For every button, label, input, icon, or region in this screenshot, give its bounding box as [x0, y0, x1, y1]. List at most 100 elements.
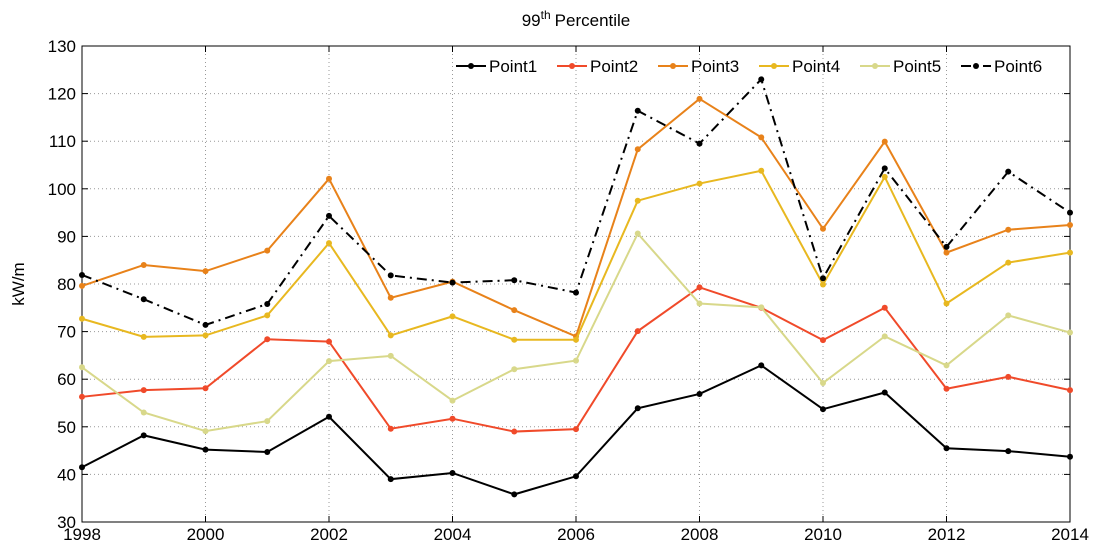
data-point [140, 261, 147, 268]
data-point [140, 387, 147, 394]
data-point [1067, 221, 1073, 228]
data-point [696, 390, 703, 397]
data-point [79, 364, 85, 371]
data-point [202, 321, 209, 328]
y-tick-label: 80 [57, 275, 76, 294]
legend-marker [670, 63, 676, 69]
data-point [511, 277, 518, 284]
data-point [943, 385, 950, 392]
y-tick-label: 40 [57, 465, 76, 484]
data-point [943, 445, 950, 452]
data-point [758, 76, 765, 83]
data-point [264, 247, 271, 254]
x-tick-label: 2004 [434, 525, 472, 544]
data-point [511, 307, 518, 314]
data-point [943, 300, 950, 307]
legend-marker [872, 63, 878, 69]
data-point [449, 397, 456, 404]
data-point [758, 134, 765, 141]
title-superscript: th [541, 8, 551, 22]
y-tick-label: 50 [57, 418, 76, 437]
data-point [634, 328, 641, 335]
legend-marker [569, 63, 575, 69]
legend-label: Point5 [893, 57, 941, 76]
data-point [820, 406, 826, 413]
data-point [1067, 387, 1073, 394]
y-tick-label: 100 [48, 180, 76, 199]
data-point [264, 449, 271, 456]
data-point [1067, 453, 1073, 460]
title-text: Percentile [555, 11, 631, 30]
data-point [387, 332, 394, 339]
data-point [449, 279, 456, 286]
data-point [634, 107, 641, 114]
data-point [634, 146, 641, 153]
data-point [326, 413, 332, 420]
data-point [820, 225, 826, 232]
y-tick-label: 110 [49, 132, 76, 151]
data-point [1005, 448, 1012, 455]
data-point [264, 300, 271, 307]
x-tick-label: 2012 [928, 525, 966, 544]
legend-marker [973, 63, 979, 69]
data-point [449, 415, 456, 422]
data-point [264, 336, 271, 343]
data-point [696, 300, 703, 307]
data-point [881, 173, 888, 180]
y-tick-label: 120 [48, 85, 76, 104]
data-point [202, 428, 209, 435]
data-point [140, 432, 147, 439]
data-point [881, 389, 888, 396]
data-point [1005, 373, 1012, 380]
data-point [573, 336, 579, 343]
data-point [79, 315, 85, 322]
title-number: 99 [522, 11, 541, 30]
data-point [449, 469, 456, 476]
data-point [573, 357, 579, 364]
data-point [573, 426, 579, 433]
data-point [202, 332, 209, 339]
data-point [696, 140, 703, 147]
x-tick-label: 2002 [310, 525, 348, 544]
data-point [573, 289, 579, 296]
legend-marker [771, 63, 777, 69]
x-tick-label: 2008 [681, 525, 719, 544]
data-point [1067, 249, 1073, 256]
data-point [1005, 168, 1012, 175]
data-point [758, 167, 765, 174]
data-point [79, 271, 85, 278]
y-tick-label: 90 [57, 227, 76, 246]
data-point [881, 138, 888, 145]
data-point [634, 405, 641, 412]
data-point [264, 418, 271, 425]
data-point [202, 385, 209, 392]
data-point [1005, 226, 1012, 233]
data-point [511, 491, 518, 498]
data-point [387, 352, 394, 359]
data-point [696, 284, 703, 291]
legend-label: Point1 [489, 57, 537, 76]
y-tick-label: 130 [48, 37, 76, 56]
data-point [696, 180, 703, 187]
y-tick-label: 30 [57, 513, 76, 532]
data-point [1005, 312, 1012, 319]
data-point [264, 312, 271, 319]
data-point [1067, 329, 1073, 336]
y-tick-label: 70 [57, 323, 76, 342]
data-point [943, 362, 950, 369]
y-tick-label: 60 [57, 370, 76, 389]
data-point [511, 366, 518, 373]
data-point [758, 304, 765, 311]
data-point [943, 243, 950, 250]
data-point [820, 281, 826, 288]
data-point [881, 165, 888, 172]
legend-label: Point3 [691, 57, 739, 76]
data-point [387, 294, 394, 301]
data-point [326, 212, 332, 219]
data-point [820, 380, 826, 387]
data-point [820, 275, 826, 282]
x-tick-label: 2010 [804, 525, 842, 544]
data-point [943, 249, 950, 256]
legend-marker [468, 63, 474, 69]
data-point [1067, 209, 1073, 216]
